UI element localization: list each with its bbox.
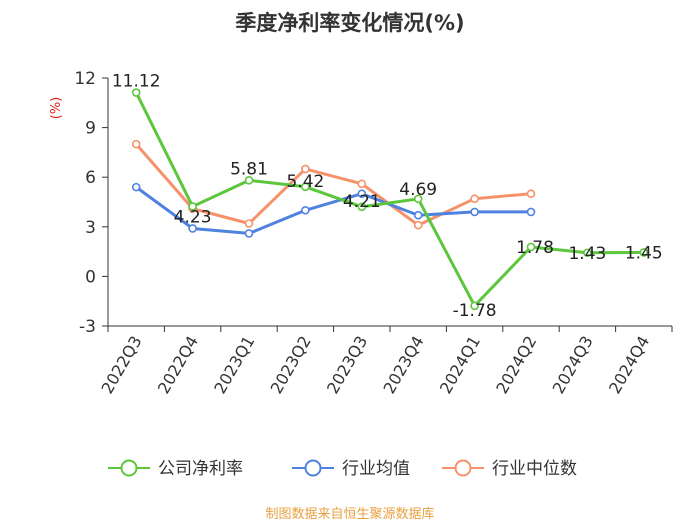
data-point (357, 202, 367, 212)
legend-marker (454, 459, 472, 477)
series-line (135, 185, 531, 235)
data-point (526, 242, 536, 252)
y-tick-label: 9 (85, 119, 96, 139)
data-label: 4.23 (174, 207, 212, 227)
data-point (301, 164, 310, 174)
data-labels: 11.12 4.23 5.81 5.42 4.21 4.69 -1.78 1.78 1.43 1.… (112, 72, 663, 321)
legend-item[interactable]: 行业中位数 (442, 459, 577, 479)
data-label: 4.69 (399, 180, 437, 200)
x-tick-label: 2024Q3 (549, 333, 597, 397)
legend-item[interactable]: 公司净利率 (108, 459, 243, 479)
x-tick-label: 2023Q4 (379, 333, 427, 397)
y-tick-label: 3 (85, 218, 96, 238)
source-note: 制图数据来自恒生聚源数据库 (265, 506, 434, 522)
data-point (357, 189, 367, 199)
data-label: 11.12 (112, 72, 161, 92)
data-point (131, 182, 141, 192)
data-label: 5.81 (230, 159, 268, 179)
data-point (244, 176, 254, 185)
chart-title: 季度净利率变化情况(%) (235, 11, 464, 35)
data-point (301, 205, 310, 215)
data-point (131, 88, 141, 97)
data-point (470, 194, 479, 203)
legend-item[interactable]: 行业均值 (292, 459, 410, 479)
x-tick-label: 2024Q4 (605, 333, 653, 397)
data-point (639, 248, 649, 257)
x-tick-label: 2023Q2 (267, 333, 315, 397)
data-label: 1.43 (568, 244, 606, 264)
legend-label: 公司净利率 (158, 459, 243, 479)
y-tick-label: 12 (74, 69, 96, 89)
data-point (470, 207, 479, 217)
legend-marker (304, 459, 322, 477)
data-label: 4.21 (343, 192, 381, 212)
series-1 (131, 182, 536, 238)
data-point (301, 182, 310, 192)
series-lines (131, 88, 649, 311)
data-point (188, 224, 197, 233)
x-tick-label: 2024Q1 (436, 333, 484, 397)
x-tick-label: 2023Q1 (210, 333, 258, 397)
data-label: 1.78 (516, 238, 554, 258)
x-tick-label: 2024Q2 (492, 333, 540, 397)
data-point (470, 301, 479, 311)
data-point (526, 189, 536, 199)
data-point (526, 207, 536, 217)
data-point (188, 202, 197, 211)
legend-marker (120, 459, 138, 477)
data-point (583, 248, 592, 258)
x-tick-label: 2022Q3 (97, 333, 145, 397)
series-0 (131, 88, 649, 311)
series-line (134, 91, 644, 308)
y-tick-label: 6 (85, 168, 96, 188)
x-tick-label: 2022Q4 (154, 333, 202, 397)
x-tick-label: 2023Q3 (323, 333, 371, 397)
y-axis-unit: (%) (49, 97, 64, 120)
data-label: 5.42 (286, 172, 324, 192)
y-tick-label: -3 (79, 317, 96, 337)
y-tick-label: 0 (85, 267, 96, 287)
data-point (244, 229, 254, 238)
legend-label: 行业均值 (342, 459, 410, 479)
data-point (413, 210, 423, 220)
data-point (413, 220, 423, 230)
data-point (413, 194, 423, 204)
data-point (357, 179, 367, 189)
data-point (244, 219, 254, 228)
data-label: 1.45 (625, 243, 663, 263)
legend-label: 行业中位数 (492, 459, 577, 479)
data-label: -1.78 (453, 301, 497, 321)
series-line (135, 143, 532, 227)
data-point (131, 139, 141, 149)
legend: 公司净利率 行业均值 行业中位数 (108, 459, 577, 479)
